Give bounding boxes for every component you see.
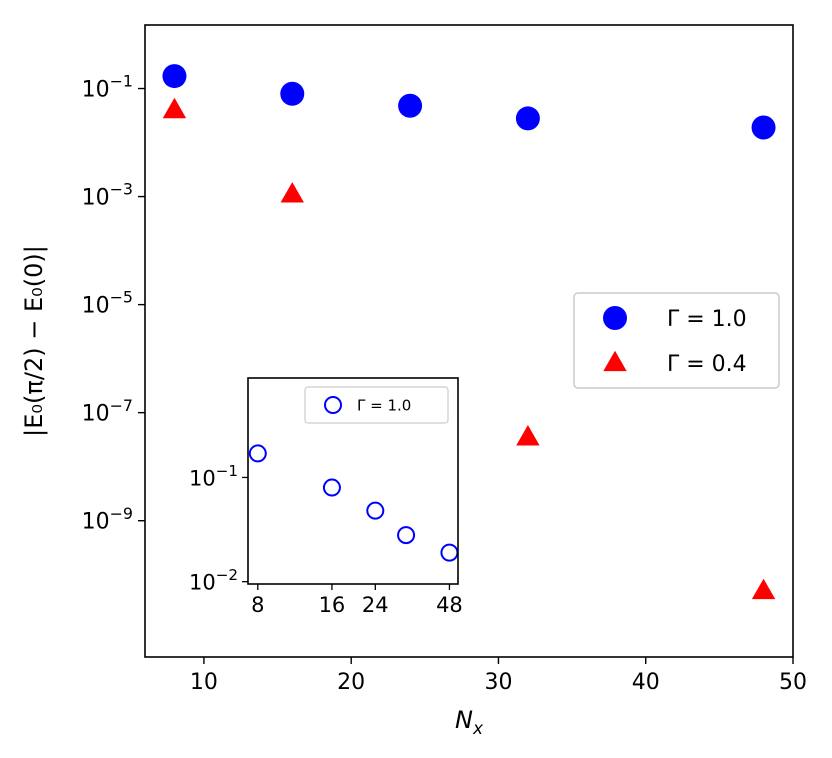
inset-series-0-point bbox=[366, 501, 385, 520]
inset-y-ticks: 10−1 10−2 bbox=[189, 462, 248, 595]
x-axis-label: Nx bbox=[455, 706, 484, 739]
series-1-point bbox=[751, 578, 776, 600]
main-legend-items: Γ = 1.0 Γ = 0.4 bbox=[603, 306, 747, 377]
inset-plot: 8 16 24 48 10−1 10−2 Γ = 1.0 bbox=[189, 377, 463, 617]
y-tick-label: 10−3 bbox=[82, 180, 133, 211]
inset-legend: Γ = 1.0 bbox=[304, 386, 449, 424]
y-tick-label: 10−5 bbox=[82, 288, 133, 319]
main-y-ticks: 10−1 10−3 10−5 10−7 10−9 bbox=[82, 72, 145, 535]
inset-legend-label-0: Γ = 1.0 bbox=[357, 396, 411, 414]
inset-legend-items: Γ = 1.0 bbox=[324, 396, 411, 414]
main-legend-marker-0 bbox=[603, 306, 627, 330]
main-plot: 10 20 30 40 50 10−1 10−3 10−5 10−7 10−9 Nx |E₀(π… bbox=[20, 24, 807, 739]
series-1-point bbox=[162, 97, 187, 119]
inset-plot-frame bbox=[247, 377, 459, 585]
series-0-point bbox=[162, 64, 187, 89]
x-axis-label-subscript: x bbox=[472, 719, 484, 739]
y-tick-label: 10−7 bbox=[82, 396, 133, 427]
inset-legend-marker-0 bbox=[324, 396, 342, 414]
series-0-point bbox=[515, 106, 540, 131]
x-tick-label: 50 bbox=[779, 670, 807, 695]
series-1-point bbox=[516, 425, 540, 446]
main-x-ticks: 10 20 30 40 50 bbox=[190, 657, 807, 695]
inset-x-tick-label: 48 bbox=[436, 593, 463, 617]
main-legend: Γ = 1.0 Γ = 0.4 bbox=[573, 292, 780, 389]
series-1-point bbox=[280, 182, 304, 203]
inset-y-tick-label: 10−2 bbox=[189, 566, 238, 594]
y-tick-label: 10−1 bbox=[82, 72, 133, 103]
inset-x-tick-label: 8 bbox=[251, 593, 264, 617]
x-tick-label: 30 bbox=[484, 670, 512, 695]
main-data-marks bbox=[162, 64, 776, 600]
series-0-point bbox=[398, 93, 423, 118]
inset-x-tick-label: 16 bbox=[319, 593, 346, 617]
inset-series-0-point bbox=[397, 526, 416, 545]
x-tick-label: 20 bbox=[337, 670, 365, 695]
inset-legend-box bbox=[304, 386, 449, 424]
main-plot-frame bbox=[144, 24, 794, 658]
x-axis-label-base: N bbox=[455, 706, 473, 734]
main-legend-label-1: Γ = 0.4 bbox=[667, 352, 747, 377]
inset-x-tick-label: 24 bbox=[362, 593, 389, 617]
inset-series-0-point bbox=[322, 478, 341, 497]
series-0-point bbox=[280, 81, 305, 106]
inset-x-ticks: 8 16 24 48 bbox=[251, 584, 463, 617]
main-legend-label-0: Γ = 1.0 bbox=[667, 307, 747, 332]
series-0-point bbox=[751, 115, 776, 140]
y-tick-label: 10−9 bbox=[82, 504, 133, 535]
y-axis-label: |E₀(π/2) − E₀(0)| bbox=[20, 245, 48, 437]
inset-y-tick-label: 10−1 bbox=[189, 462, 238, 490]
x-tick-label: 10 bbox=[190, 670, 218, 695]
inset-series-0-point bbox=[248, 444, 267, 463]
main-legend-marker-1 bbox=[603, 350, 627, 372]
x-tick-label: 40 bbox=[632, 670, 660, 695]
